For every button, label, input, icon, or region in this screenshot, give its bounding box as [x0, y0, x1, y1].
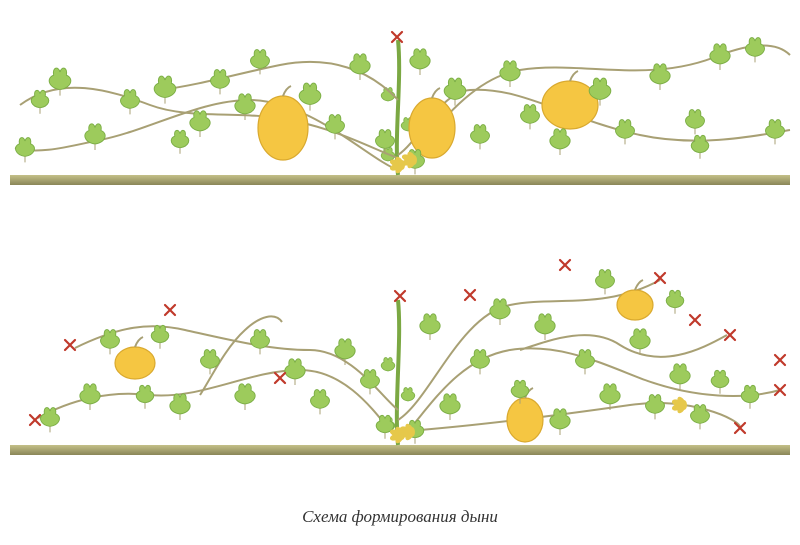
leaf-icon	[710, 44, 730, 64]
leaf-icon	[171, 130, 189, 148]
leaf-icon	[121, 90, 140, 109]
melon-fruit	[258, 96, 308, 160]
leaf-icon	[211, 70, 230, 89]
fruit-stalk	[570, 71, 578, 81]
leaf-icon	[41, 408, 60, 427]
melon-fruit	[507, 398, 543, 442]
leaf-icon	[444, 78, 466, 100]
leaf-icon	[151, 325, 169, 343]
leaf-icon	[500, 61, 520, 81]
leaf-icon	[420, 314, 440, 334]
leaf-icon	[646, 395, 665, 414]
leaf-icon	[326, 115, 345, 134]
ground-line	[10, 445, 790, 455]
diagram-caption: Схема формирования дыни	[0, 507, 800, 527]
leaf-icon	[376, 130, 395, 149]
leaf-icon	[154, 76, 176, 98]
leaf-icon	[746, 38, 765, 57]
leaf-icon	[471, 350, 490, 369]
leaf-icon	[550, 409, 570, 429]
leaf-icon	[630, 329, 650, 349]
melon-fruit	[409, 98, 455, 158]
leaf-icon	[666, 290, 684, 308]
fruit-stalk	[432, 88, 440, 98]
leaf-icon	[741, 385, 759, 403]
leaf-icon	[136, 385, 154, 403]
leaf-icon	[535, 314, 555, 334]
diagram-svg	[0, 0, 800, 545]
leaf-icon	[550, 129, 570, 149]
leaf-icon	[670, 364, 690, 384]
melon-fruit	[115, 347, 155, 379]
vine	[38, 370, 398, 440]
melon-formation-diagram: Схема формирования дыни	[0, 0, 800, 545]
leaf-icon	[616, 120, 635, 139]
leaf-icon	[440, 394, 460, 414]
main-stem	[397, 300, 399, 445]
leaf-icon	[471, 125, 490, 144]
stem-leaf	[381, 358, 395, 371]
leaf-icon	[285, 359, 305, 379]
stem-leaf	[401, 388, 415, 401]
leaf-icon	[80, 384, 100, 404]
leaf-icon	[511, 380, 529, 398]
leaf-icon	[31, 90, 49, 108]
leaf-icon	[361, 370, 380, 389]
leaf-icon	[650, 64, 670, 84]
leaf-icon	[350, 54, 370, 74]
leaf-icon	[335, 339, 355, 359]
leaf-icon	[201, 350, 220, 369]
leaf-icon	[16, 138, 35, 157]
leaf-icon	[521, 105, 540, 124]
leaf-icon	[251, 50, 270, 69]
leaf-icon	[311, 390, 330, 409]
fruit-stalk	[135, 337, 143, 347]
leaf-icon	[410, 49, 430, 69]
leaf-icon	[235, 94, 255, 114]
leaf-icon	[85, 124, 105, 144]
vine	[520, 335, 727, 357]
leaf-icon	[235, 384, 255, 404]
leaf-icon	[766, 120, 785, 139]
leaf-icon	[576, 350, 595, 369]
leaf-icon	[251, 330, 270, 349]
ground-line	[10, 175, 790, 185]
leaf-icon	[596, 270, 615, 289]
leaf-icon	[711, 370, 729, 388]
leaf-icon	[691, 135, 709, 153]
leaf-icon	[49, 68, 71, 90]
leaf-icon	[686, 110, 705, 129]
leaf-icon	[170, 394, 190, 414]
leaf-icon	[490, 299, 510, 319]
melon-fruit	[617, 290, 653, 320]
leaf-icon	[600, 384, 620, 404]
leaf-icon	[299, 83, 321, 105]
fruit-stalk	[283, 86, 291, 96]
leaf-icon	[589, 78, 611, 100]
